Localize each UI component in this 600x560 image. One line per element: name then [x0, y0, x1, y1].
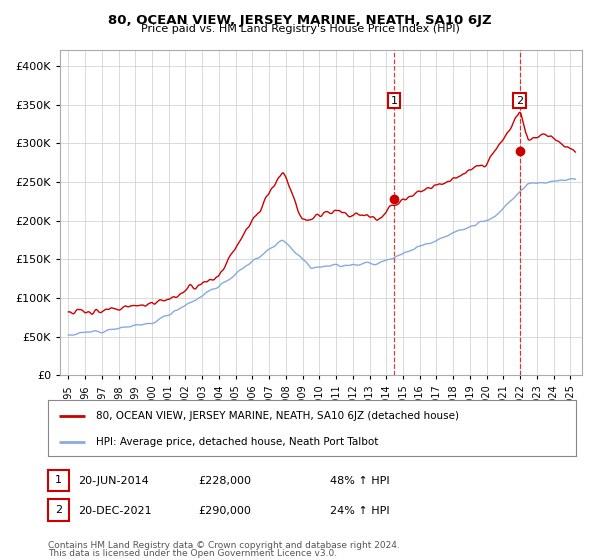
Text: HPI: Average price, detached house, Neath Port Talbot: HPI: Average price, detached house, Neat… — [95, 437, 378, 447]
Text: £290,000: £290,000 — [198, 506, 251, 516]
Text: 80, OCEAN VIEW, JERSEY MARINE, NEATH, SA10 6JZ: 80, OCEAN VIEW, JERSEY MARINE, NEATH, SA… — [108, 14, 492, 27]
Text: Price paid vs. HM Land Registry's House Price Index (HPI): Price paid vs. HM Land Registry's House … — [140, 24, 460, 34]
Text: 80, OCEAN VIEW, JERSEY MARINE, NEATH, SA10 6JZ (detached house): 80, OCEAN VIEW, JERSEY MARINE, NEATH, SA… — [95, 411, 458, 421]
Text: 24% ↑ HPI: 24% ↑ HPI — [330, 506, 389, 516]
Text: 1: 1 — [55, 475, 62, 486]
Text: This data is licensed under the Open Government Licence v3.0.: This data is licensed under the Open Gov… — [48, 549, 337, 558]
Text: 1: 1 — [391, 96, 398, 106]
Text: 20-DEC-2021: 20-DEC-2021 — [78, 506, 152, 516]
Text: 20-JUN-2014: 20-JUN-2014 — [78, 477, 149, 487]
Text: £228,000: £228,000 — [198, 477, 251, 487]
Text: 2: 2 — [55, 505, 62, 515]
Text: Contains HM Land Registry data © Crown copyright and database right 2024.: Contains HM Land Registry data © Crown c… — [48, 541, 400, 550]
Text: 2: 2 — [516, 96, 523, 106]
Text: 48% ↑ HPI: 48% ↑ HPI — [330, 477, 389, 487]
